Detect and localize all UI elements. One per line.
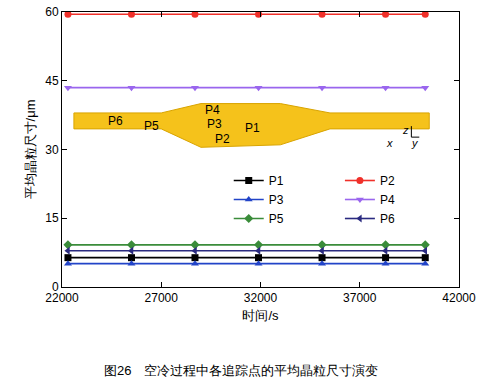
svg-text:60: 60 [45, 5, 59, 19]
svg-text:P3: P3 [207, 117, 222, 131]
svg-text:图26 空冷过程中各追踪点的平均晶粒尺寸演变: 图26 空冷过程中各追踪点的平均晶粒尺寸演变 [104, 363, 378, 378]
svg-text:P2: P2 [215, 132, 230, 146]
svg-text:P4: P4 [205, 103, 220, 117]
svg-text:P6: P6 [108, 114, 123, 128]
svg-text:P5: P5 [144, 119, 159, 133]
svg-text:P1: P1 [245, 121, 260, 135]
svg-text:32000: 32000 [244, 291, 278, 305]
svg-text:x: x [386, 137, 393, 149]
svg-text:P5: P5 [269, 212, 284, 226]
svg-text:0: 0 [52, 280, 59, 294]
svg-text:平均晶粒尺寸/μm: 平均晶粒尺寸/μm [23, 100, 38, 200]
svg-text:时间/s: 时间/s [242, 308, 279, 323]
svg-text:37000: 37000 [343, 291, 377, 305]
svg-text:30: 30 [45, 143, 59, 157]
svg-text:P4: P4 [380, 193, 395, 207]
svg-text:45: 45 [45, 74, 59, 88]
svg-text:15: 15 [45, 211, 59, 225]
svg-text:y: y [411, 137, 419, 149]
svg-text:P2: P2 [380, 174, 395, 188]
svg-text:P1: P1 [269, 174, 284, 188]
svg-text:22000: 22000 [45, 291, 79, 305]
svg-text:27000: 27000 [145, 291, 179, 305]
svg-text:P6: P6 [380, 212, 395, 226]
svg-text:z: z [402, 124, 409, 136]
svg-text:P3: P3 [269, 193, 284, 207]
svg-text:42000: 42000 [442, 291, 476, 305]
